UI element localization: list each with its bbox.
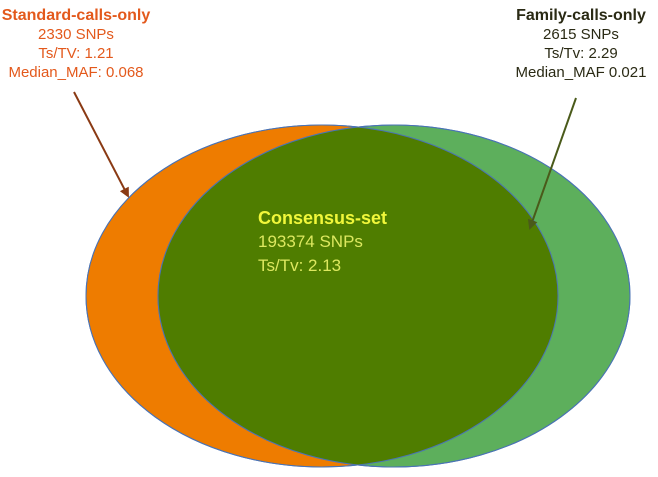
family-calls-arrow <box>527 97 577 230</box>
family-calls-tstv: Ts/Tv: 2.29 <box>544 45 618 62</box>
standard-calls-maf: Median_MAF: 0.068 <box>8 64 144 81</box>
standard-calls-arrow <box>73 91 129 198</box>
consensus-snps: 193374 SNPs <box>258 232 363 251</box>
standard-calls-snps: 2330 SNPs <box>38 26 114 43</box>
consensus-region <box>158 125 558 467</box>
consensus-tstv: Ts/Tv: 2.13 <box>258 256 342 275</box>
standard-calls-label: Standard-calls-only 2330 SNPs Ts/TV: 1.2… <box>0 6 152 82</box>
family-calls-title: Family-calls-only <box>516 7 646 24</box>
consensus-title: Consensus-set <box>258 208 388 228</box>
family-calls-maf: Median_MAF 0.021 <box>515 64 647 81</box>
family-calls-snps: 2615 SNPs <box>543 26 619 43</box>
consensus-label: Consensus-set 193374 SNPs Ts/Tv: 2.13 <box>258 206 458 278</box>
standard-calls-tstv: Ts/TV: 1.21 <box>38 45 114 62</box>
family-calls-label: Family-calls-only 2615 SNPs Ts/Tv: 2.29 … <box>506 6 656 82</box>
standard-calls-title: Standard-calls-only <box>1 7 151 24</box>
